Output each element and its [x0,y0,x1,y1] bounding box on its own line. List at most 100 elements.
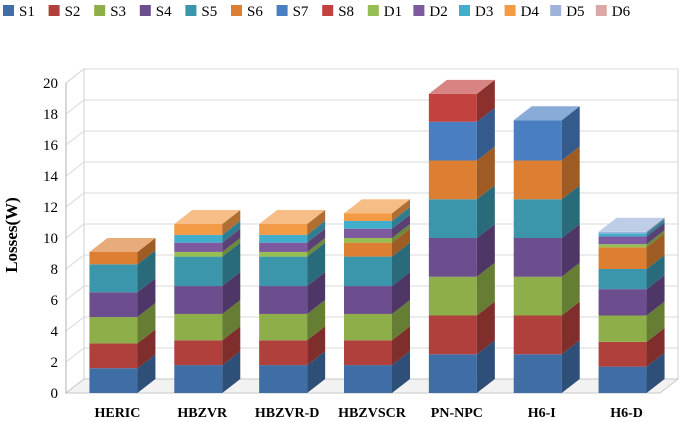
bar-side [392,224,410,243]
bar-side [646,301,665,342]
bar-side [561,224,580,277]
y-tick-label: 14 [43,169,59,185]
legend-label: S2 [65,4,81,20]
x-axis: HERIC HBZVR HBZVR-D HBZVSCR PN-NPC H6-I H6-D [94,406,642,421]
legend-item-d6: D6 [595,4,631,20]
bar-side [307,228,326,252]
bar-stack [344,199,410,393]
legend-item-s5: S5 [185,4,217,20]
bar-side [476,340,495,393]
bar-front [428,238,477,277]
bar-side [561,146,580,200]
bar-segment-d2 [344,214,410,238]
bar-side [307,237,326,257]
bar-front [598,269,647,290]
bar-segment-s4 [428,224,495,277]
bar-front [259,365,308,393]
bar-segment-d4 [344,199,410,221]
bar-front [259,256,308,287]
legend-swatch [231,5,242,16]
bar-side [476,107,495,161]
bar-side [307,220,326,243]
legend-swatch [139,5,151,16]
bar-top [344,199,410,214]
x-tick-label: HBZVR-D [255,406,320,421]
bar-top [174,210,241,225]
bar-top [259,210,326,225]
bar-front [344,228,392,238]
bar-segment-s1 [344,351,410,393]
bar-segment-s5 [513,185,580,238]
bar-side [137,278,156,318]
bar-front [174,256,223,287]
bar-segment-d3 [598,219,665,237]
y-axis-title: Losses(W) [2,197,21,273]
bar-side [476,301,495,355]
bar-front [598,341,647,367]
x-tick-label: H6-I [528,406,556,421]
bar-front [259,234,308,243]
bar-side [561,340,580,393]
legend-item-d1: D1 [367,4,402,20]
legend-swatch [185,5,197,16]
bar-front [259,313,308,341]
legend-item-s7: S7 [276,4,309,20]
bar-front [174,251,223,257]
bar-side [646,327,665,367]
legend-label: S3 [110,4,126,20]
bar-segment-s5 [89,250,156,293]
legend-label: S7 [293,4,309,20]
bar-side [561,185,580,238]
bar-segment-s1 [513,340,580,393]
bar-front [344,340,392,366]
bar-front [598,247,647,269]
y-tick-label: 8 [51,262,59,278]
legend-label: D5 [566,4,584,20]
legend-item-d4: D4 [504,4,539,20]
bar-side [307,272,326,314]
bar-segment-s3 [598,301,665,342]
bar-front [174,365,223,393]
y-tick-label: 6 [51,293,59,309]
bar-front [428,93,477,122]
bar-side [646,222,665,245]
bar-stack [428,79,495,393]
bar-front [344,286,392,314]
bar-front [513,120,562,161]
x-tick-label: PN-NPC [431,406,483,421]
bar-segment-s3 [513,262,580,316]
y-tick-label: 16 [43,138,59,154]
bar-side [137,237,156,265]
bar-front [174,234,223,243]
bar-side [476,146,495,200]
bar-front [174,340,223,366]
legend-swatch [413,5,425,16]
x-tick-label: H6-D [610,406,643,421]
bar-segment-s5 [259,242,326,287]
bar-front [428,354,477,393]
bar-front [513,238,562,277]
legend-label: D3 [475,4,493,20]
y-tick-label: 4 [51,324,59,340]
legend: S1 S2 S3 S4 S5 S6 S7 S8 D1 D2 D3 D4 D5 D6 [3,4,631,20]
bar-side [222,272,241,314]
bar-segment-s1 [89,354,156,393]
bar-front [344,313,392,341]
bar-side [476,79,495,122]
legend-label: S4 [156,4,172,20]
legend-item-s4: S4 [139,4,172,20]
bars [89,79,665,393]
bar-front [344,256,392,287]
bar-side [392,326,410,366]
bar-segment-s2 [598,327,665,367]
bar-segment-s4 [513,224,580,277]
bar-side [646,233,665,269]
y-axis: 0 2 4 6 8 10 12 14 16 18 20 [43,76,67,402]
legend-label: S5 [201,4,217,20]
bar-segment-s4 [598,275,665,316]
bar-side [222,299,241,341]
bar-front [428,121,477,161]
legend-label: S6 [247,4,263,20]
bar-side [392,199,410,221]
bar-segment-d3 [344,206,410,229]
